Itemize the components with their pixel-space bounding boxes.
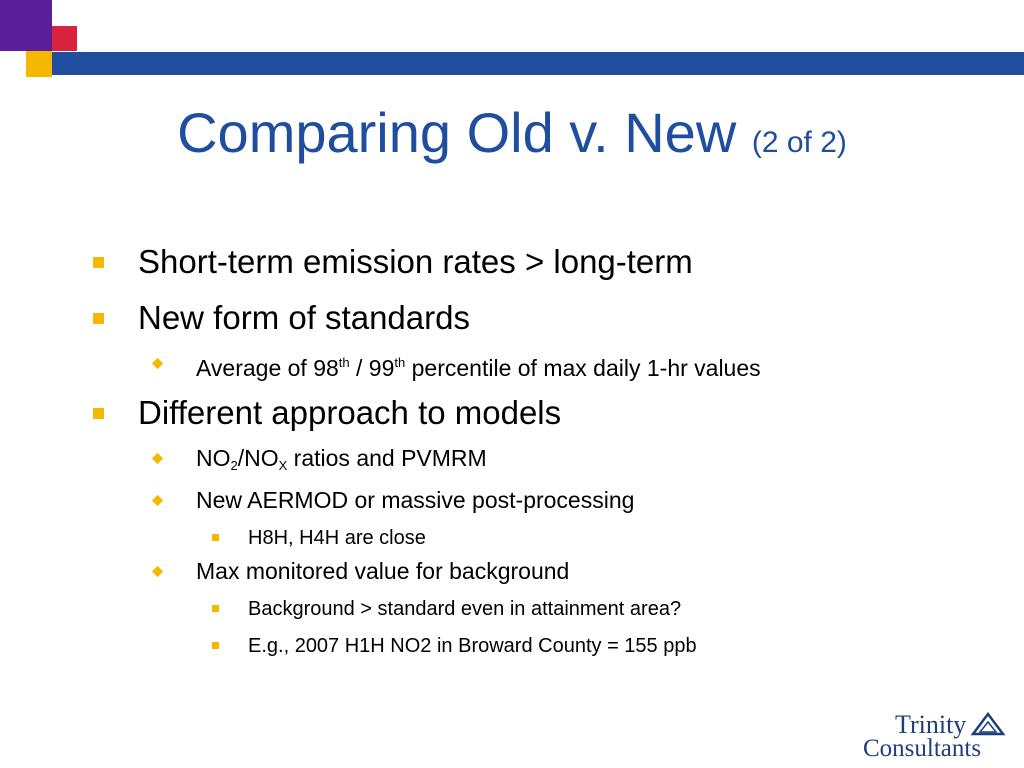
square-bullet-icon: [93, 313, 104, 324]
sub-bullet-text: Average of 98th / 99th percentile of max…: [196, 355, 761, 381]
header-bar: [52, 52, 1024, 75]
decor-purple-square: [0, 0, 52, 51]
bullet-item: New form of standards: [0, 298, 1024, 338]
sub-sub-bullet-item: H8H, H4H are close: [0, 525, 1024, 551]
diamond-bullet-icon: [151, 357, 164, 370]
bullet-list: Short-term emission rates > long-term Ne…: [0, 242, 1024, 670]
sub-sub-bullet-text: H8H, H4H are close: [248, 527, 426, 549]
title-main: Comparing Old v. New: [177, 101, 752, 164]
logo-text-consultants: Consultants: [863, 735, 981, 760]
diamond-bullet-icon: [151, 565, 164, 578]
sub-bullet-text: Max monitored value for background: [196, 558, 570, 584]
decor-red-square: [52, 26, 77, 51]
diamond-bullet-icon: [151, 452, 164, 465]
title-sub: (2 of 2): [751, 126, 847, 159]
sub-bullet-item: Max monitored value for background: [0, 556, 1024, 586]
sub-sub-bullet-text: Background > standard even in attainment…: [248, 598, 682, 620]
small-square-bullet-icon: [212, 534, 219, 541]
diamond-bullet-icon: [151, 494, 164, 507]
bullet-text: Short-term emission rates > long-term: [138, 243, 693, 280]
sub-sub-bullet-item: E.g., 2007 H1H NO2 in Broward County = 1…: [0, 633, 1024, 659]
square-bullet-icon: [93, 408, 104, 419]
sub-bullet-item: Average of 98th / 99th percentile of max…: [0, 348, 1024, 383]
sub-sub-bullet-item: Background > standard even in attainment…: [0, 596, 1024, 622]
small-square-bullet-icon: [212, 605, 219, 612]
sub-bullet-item: New AERMOD or massive post-processing: [0, 485, 1024, 515]
square-bullet-icon: [93, 257, 104, 268]
bullet-item: Short-term emission rates > long-term: [0, 242, 1024, 282]
sub-bullet-text: New AERMOD or massive post-processing: [196, 487, 635, 513]
small-square-bullet-icon: [212, 642, 219, 649]
bullet-text: Different approach to models: [138, 394, 562, 431]
bullet-item: Different approach to models: [0, 393, 1024, 433]
logo-text-trinity: Trinity: [895, 710, 966, 739]
sub-bullet-item: NO2/NOX ratios and PVMRM: [0, 443, 1024, 481]
decor-gold-square: [26, 51, 52, 77]
trinity-consultants-logo: Trinity Consultants: [863, 710, 1006, 760]
triangle-icon: [970, 711, 1006, 736]
sub-sub-bullet-text: E.g., 2007 H1H NO2 in Broward County = 1…: [248, 635, 697, 657]
triangle-inner-icon: [978, 720, 998, 733]
bullet-text: New form of standards: [138, 299, 470, 336]
slide-title: Comparing Old v. New (2 of 2): [0, 100, 1024, 165]
sub-bullet-text: NO2/NOX ratios and PVMRM: [196, 445, 487, 473]
